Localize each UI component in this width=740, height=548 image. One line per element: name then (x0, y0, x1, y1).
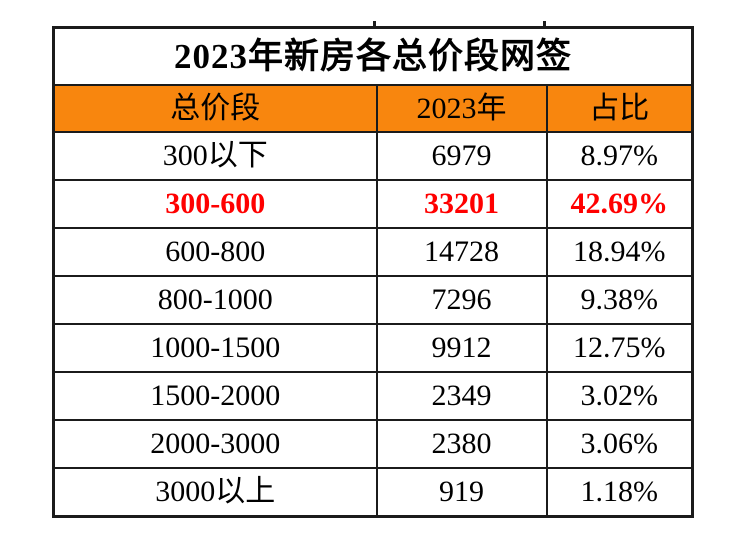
table-row: 1000-1500 9912 12.75% (52, 323, 694, 373)
cell-share: 42.69% (545, 179, 694, 229)
cell-price-range: 1500-2000 (52, 371, 378, 421)
table-row: 3000以上 919 1.18% (52, 467, 694, 518)
cell-price-range: 3000以上 (52, 467, 378, 518)
cell-price-range: 600-800 (52, 227, 378, 277)
table-row: 600-800 14728 18.94% (52, 227, 694, 277)
cell-share: 3.06% (545, 419, 694, 469)
table-row: 1500-2000 2349 3.02% (52, 371, 694, 421)
cell-count: 6979 (375, 131, 548, 181)
cell-share: 18.94% (545, 227, 694, 277)
cell-share: 3.02% (545, 371, 694, 421)
cell-share: 1.18% (545, 467, 694, 518)
column-divider-notch (373, 21, 376, 27)
price-range-table: 2023年新房各总价段网签 总价段 2023年 占比 300以下 6979 8.97… (52, 26, 694, 518)
column-header-price-range: 总价段 (52, 84, 378, 133)
column-header-year: 2023年 (375, 84, 548, 133)
cell-price-range: 2000-3000 (52, 419, 378, 469)
cell-share: 9.38% (545, 275, 694, 325)
cell-count: 919 (375, 467, 548, 518)
cell-count: 2349 (375, 371, 548, 421)
cell-price-range: 800-1000 (52, 275, 378, 325)
table-header-row: 总价段 2023年 占比 (52, 84, 694, 133)
cell-count: 33201 (375, 179, 548, 229)
cell-share: 12.75% (545, 323, 694, 373)
column-header-share: 占比 (545, 84, 694, 133)
table-row: 300以下 6979 8.97% (52, 131, 694, 181)
cell-price-range: 1000-1500 (52, 323, 378, 373)
cell-share: 8.97% (545, 131, 694, 181)
cell-count: 7296 (375, 275, 548, 325)
table-row: 300-600 33201 42.69% (52, 179, 694, 229)
cell-count: 2380 (375, 419, 548, 469)
table-row: 800-1000 7296 9.38% (52, 275, 694, 325)
cell-price-range: 300以下 (52, 131, 378, 181)
table-title-row: 2023年新房各总价段网签 (52, 26, 694, 86)
column-divider-notch (543, 21, 546, 27)
table-title: 2023年新房各总价段网签 (52, 26, 694, 86)
cell-price-range: 300-600 (52, 179, 378, 229)
table-row: 2000-3000 2380 3.06% (52, 419, 694, 469)
cell-count: 9912 (375, 323, 548, 373)
cell-count: 14728 (375, 227, 548, 277)
